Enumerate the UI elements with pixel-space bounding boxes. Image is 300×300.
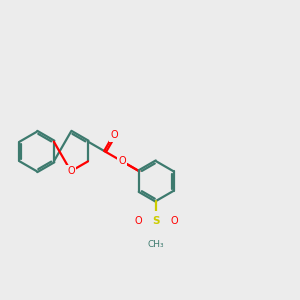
Text: S: S [153,215,160,226]
Text: O: O [170,215,178,226]
Text: O: O [67,166,75,176]
Text: CH₃: CH₃ [148,240,165,249]
Text: O: O [111,130,118,140]
Text: O: O [135,215,142,226]
Text: O: O [118,156,126,167]
